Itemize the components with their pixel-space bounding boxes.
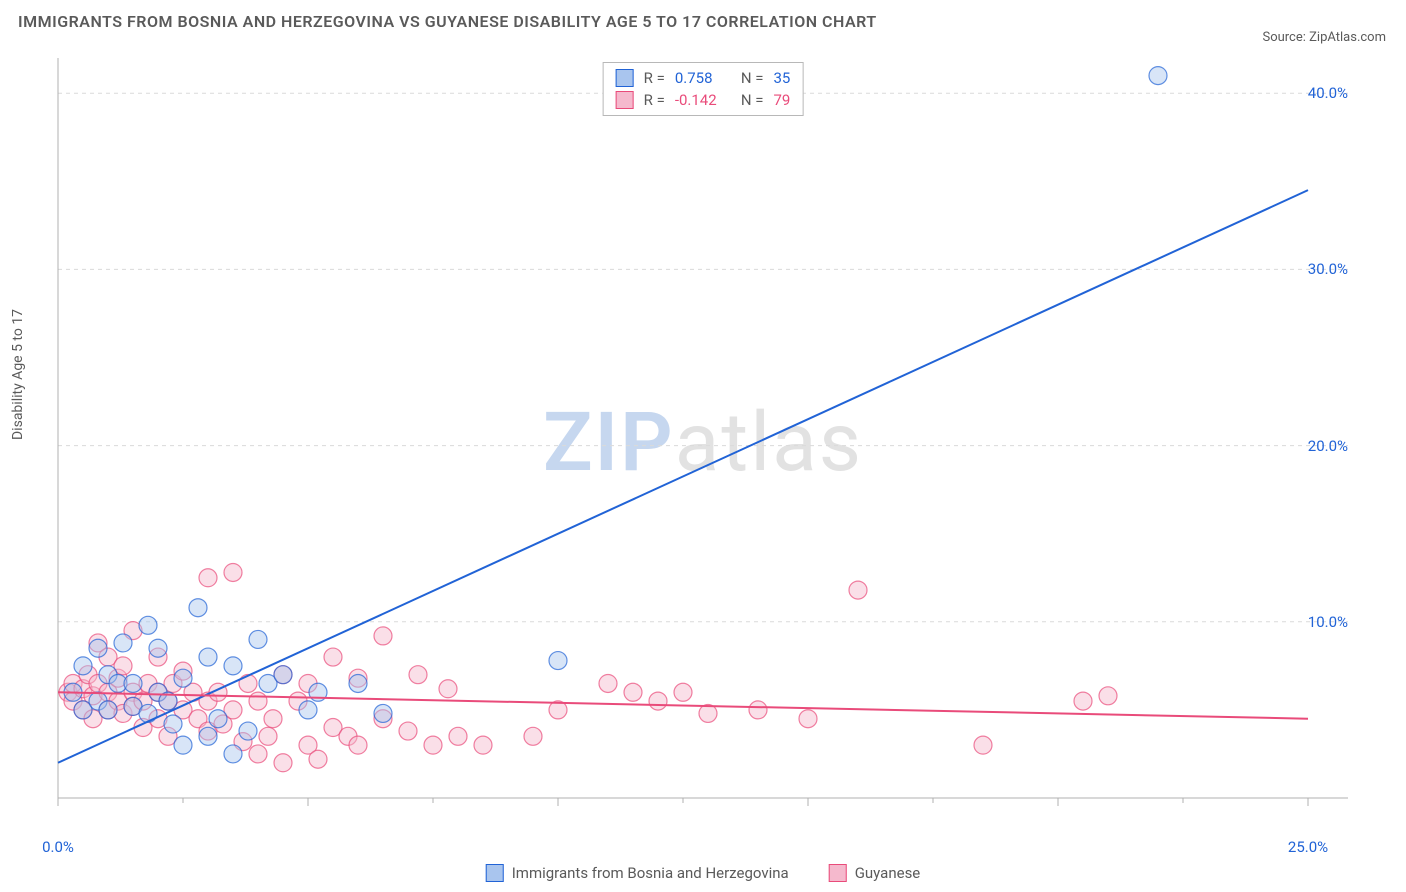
- legend-swatch-icon: [486, 864, 504, 882]
- source-attribution: Source: ZipAtlas.com: [1262, 30, 1386, 45]
- legend-n-label: N =: [741, 89, 764, 111]
- x-tick-label: 25.0%: [1288, 838, 1328, 856]
- x-tick-label: 0.0%: [42, 838, 74, 856]
- legend-swatch-guyanese: [616, 91, 634, 109]
- legend-item-bosnia: Immigrants from Bosnia and Herzegovina: [486, 864, 789, 882]
- legend-swatch-icon: [829, 864, 847, 882]
- legend-swatch-bosnia: [616, 69, 634, 87]
- legend-correlation-box: R = 0.758 N = 35 R = -0.142 N = 79: [603, 62, 804, 116]
- legend-r-value-bosnia: 0.758: [675, 67, 731, 89]
- legend-n-label: N =: [741, 67, 764, 89]
- scatter-plot-svg: [48, 58, 1358, 828]
- legend-n-value-bosnia: 35: [773, 67, 790, 89]
- y-tick-label: 10.0%: [1308, 613, 1348, 631]
- source-link[interactable]: ZipAtlas.com: [1309, 30, 1386, 45]
- y-tick-label: 40.0%: [1308, 84, 1348, 102]
- legend-r-label: R =: [644, 89, 665, 111]
- y-axis-label: Disability Age 5 to 17: [10, 309, 26, 440]
- legend-label-bosnia: Immigrants from Bosnia and Herzegovina: [512, 864, 789, 882]
- legend-item-guyanese: Guyanese: [829, 864, 921, 882]
- legend-n-value-guyanese: 79: [773, 89, 790, 111]
- legend-row-guyanese: R = -0.142 N = 79: [616, 89, 791, 111]
- legend-series: Immigrants from Bosnia and Herzegovina G…: [486, 864, 921, 882]
- y-tick-label: 20.0%: [1308, 437, 1348, 455]
- legend-r-label: R =: [644, 67, 665, 89]
- y-tick-label: 30.0%: [1308, 260, 1348, 278]
- chart-title: IMMIGRANTS FROM BOSNIA AND HERZEGOVINA V…: [18, 12, 877, 31]
- legend-row-bosnia: R = 0.758 N = 35: [616, 67, 791, 89]
- source-prefix: Source:: [1262, 30, 1309, 45]
- chart-area: ZIPatlas R = 0.758 N = 35 R = -0.142 N =…: [48, 58, 1358, 828]
- legend-r-value-guyanese: -0.142: [675, 89, 731, 111]
- legend-label-guyanese: Guyanese: [855, 864, 921, 882]
